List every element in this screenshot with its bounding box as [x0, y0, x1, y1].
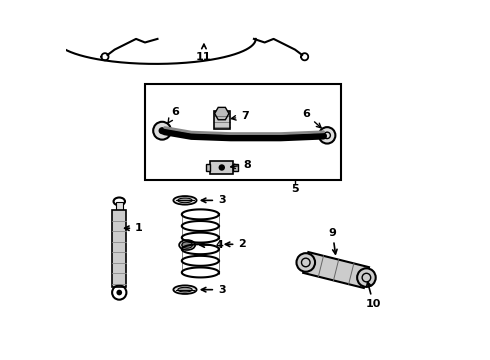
- Text: 3: 3: [201, 285, 225, 295]
- Text: 2: 2: [225, 239, 246, 249]
- Bar: [233, 164, 238, 171]
- Ellipse shape: [173, 285, 196, 294]
- Text: 4: 4: [200, 240, 223, 250]
- Ellipse shape: [178, 287, 192, 292]
- Circle shape: [219, 164, 225, 171]
- Text: 10: 10: [366, 282, 381, 309]
- Text: 6: 6: [302, 109, 321, 128]
- Text: 8: 8: [231, 159, 251, 170]
- Text: 1: 1: [124, 223, 143, 233]
- Ellipse shape: [178, 198, 192, 203]
- Circle shape: [159, 127, 166, 134]
- Polygon shape: [303, 252, 369, 288]
- Polygon shape: [210, 161, 233, 174]
- Bar: [206, 164, 210, 171]
- Ellipse shape: [182, 242, 193, 248]
- Text: 5: 5: [291, 184, 299, 194]
- Circle shape: [319, 127, 335, 144]
- Bar: [145, 84, 342, 180]
- Ellipse shape: [179, 240, 195, 250]
- Bar: [214, 111, 230, 129]
- Text: 9: 9: [329, 228, 337, 254]
- Text: 11: 11: [196, 44, 212, 62]
- Text: 3: 3: [201, 195, 225, 205]
- Text: 7: 7: [231, 111, 249, 121]
- Circle shape: [117, 290, 122, 296]
- Bar: [116, 202, 123, 216]
- Ellipse shape: [173, 196, 196, 204]
- Bar: [113, 210, 126, 287]
- Circle shape: [357, 268, 376, 287]
- Circle shape: [296, 253, 315, 272]
- Text: 6: 6: [168, 107, 179, 123]
- Polygon shape: [215, 107, 229, 120]
- Circle shape: [153, 122, 171, 140]
